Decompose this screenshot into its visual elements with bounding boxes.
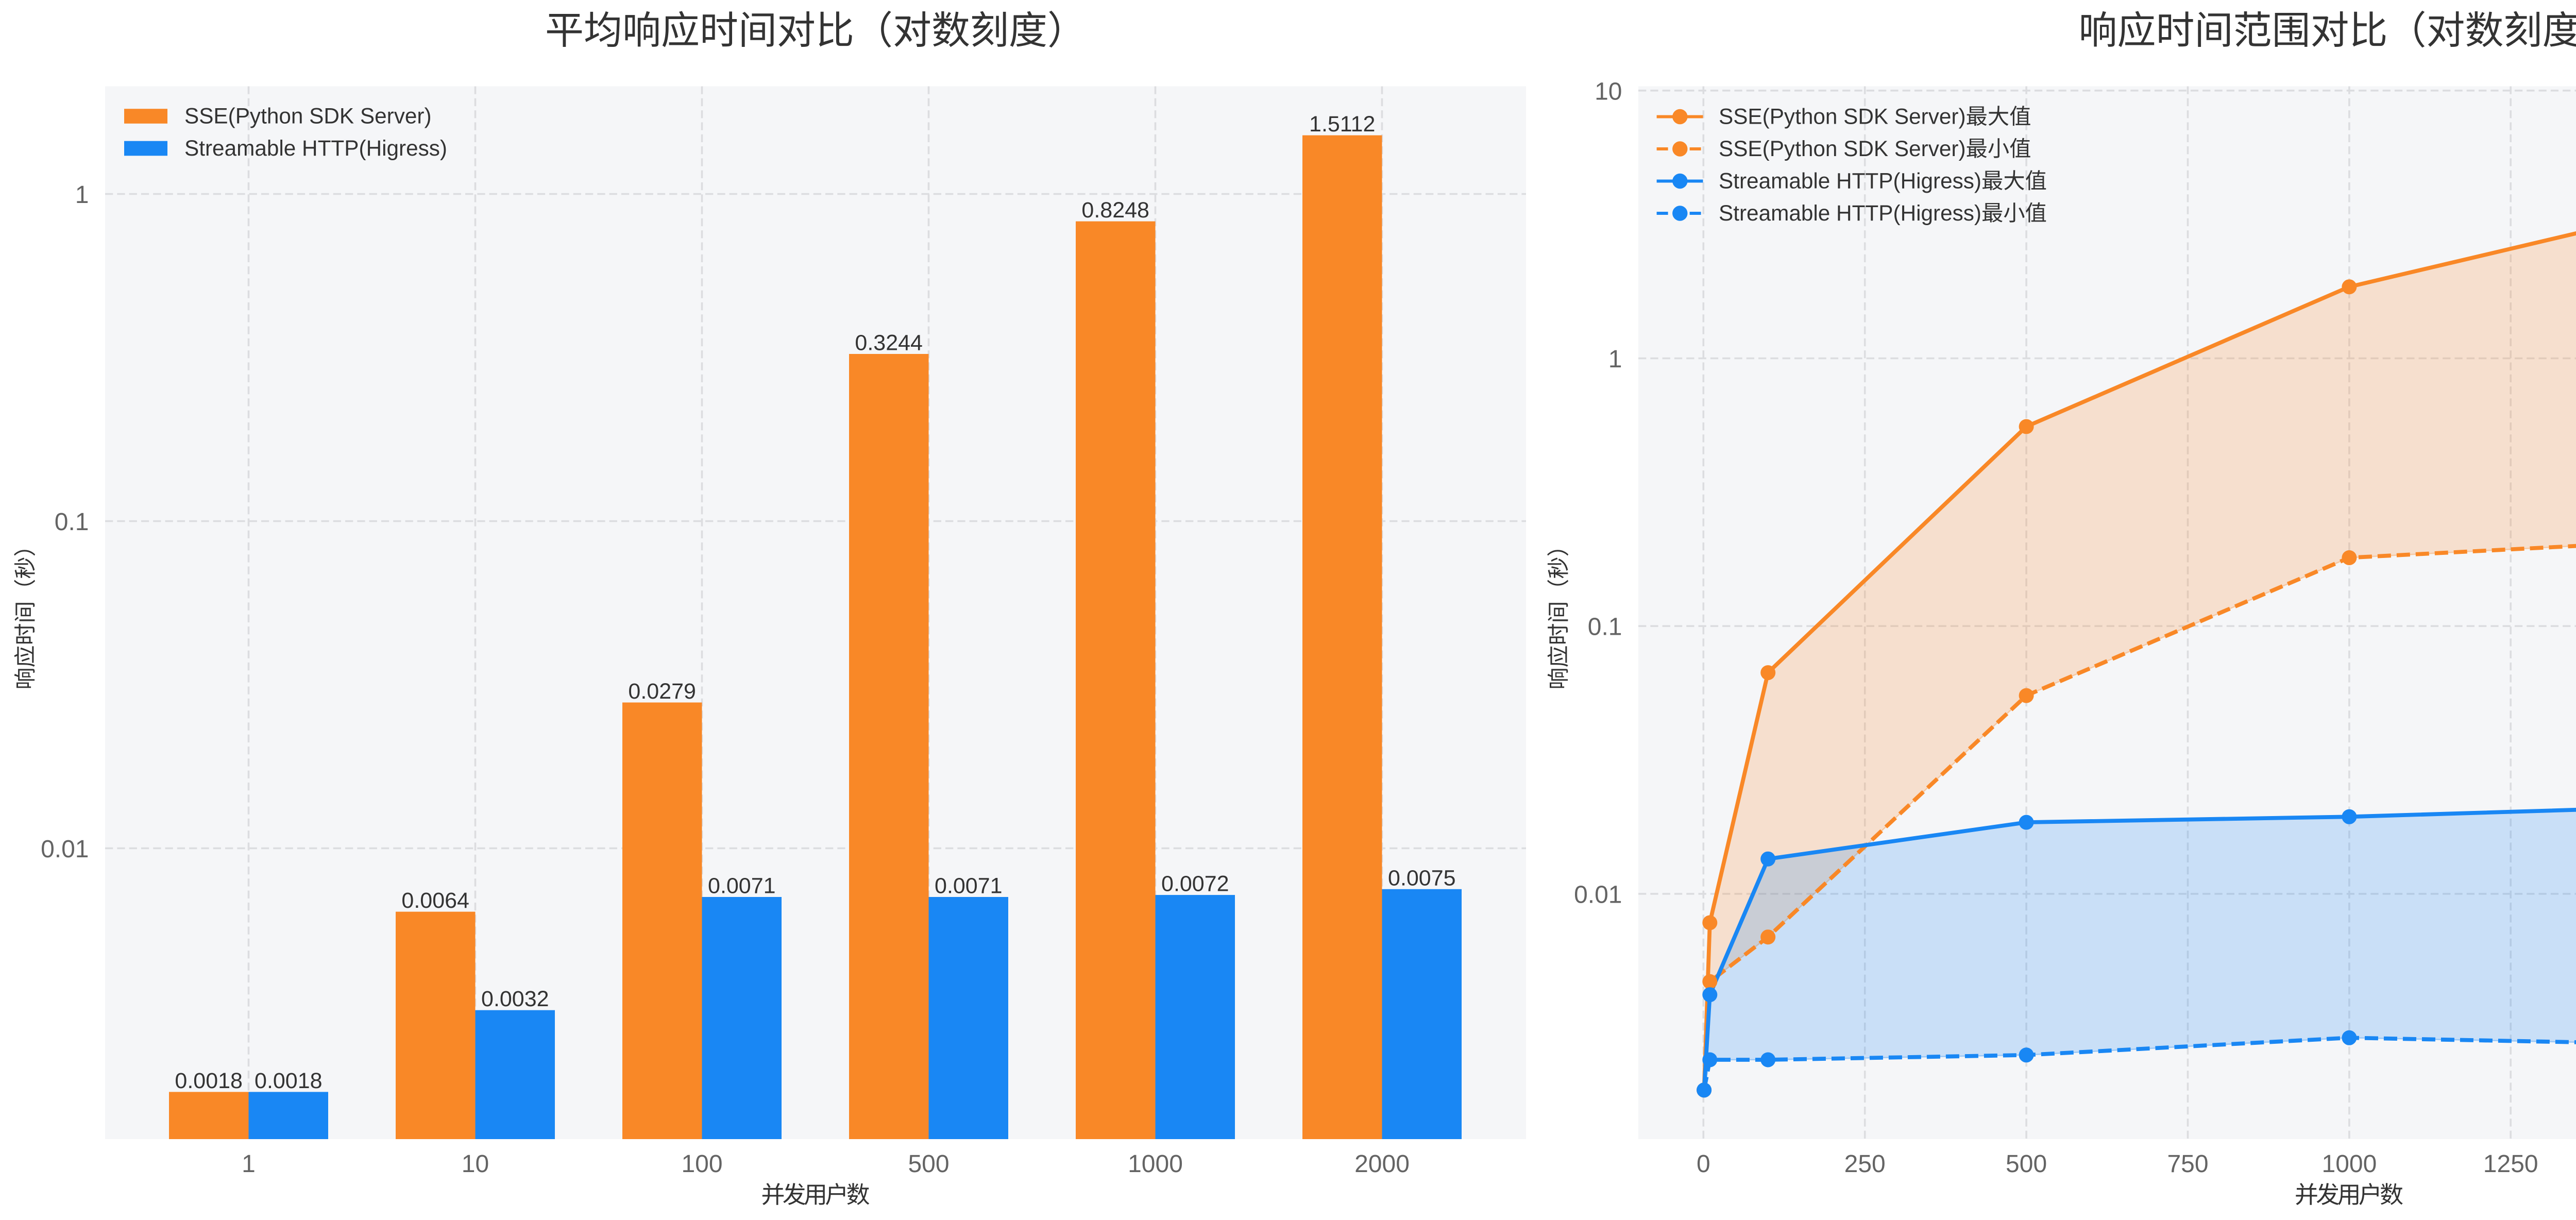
svg-text:0.01: 0.01 — [1574, 881, 1622, 908]
svg-text:0.0072: 0.0072 — [1161, 872, 1229, 896]
svg-text:10: 10 — [462, 1150, 489, 1178]
svg-text:0.0018: 0.0018 — [175, 1069, 243, 1093]
svg-text:0.0075: 0.0075 — [1388, 866, 1456, 890]
svg-text:0.0279: 0.0279 — [628, 679, 696, 704]
svg-text:0.0032: 0.0032 — [481, 987, 549, 1011]
svg-text:SSE(Python SDK Server): SSE(Python SDK Server) — [184, 104, 432, 128]
svg-text:1000: 1000 — [2322, 1150, 2377, 1178]
svg-text:0.3244: 0.3244 — [855, 331, 923, 355]
svg-text:1: 1 — [1608, 346, 1622, 373]
svg-text:2000: 2000 — [1354, 1150, 1410, 1178]
svg-text:500: 500 — [908, 1150, 949, 1178]
svg-text:750: 750 — [2167, 1150, 2208, 1178]
svg-text:1250: 1250 — [2483, 1150, 2538, 1178]
svg-text:SSE(Python SDK Server): SSE(Python SDK Server) — [1719, 105, 1966, 129]
svg-text:500: 500 — [2006, 1150, 2047, 1178]
svg-text:0.1: 0.1 — [1588, 614, 1622, 641]
svg-text:0.0018: 0.0018 — [255, 1069, 323, 1093]
svg-text:0.0071: 0.0071 — [708, 874, 776, 899]
svg-text:SSE(Python SDK Server): SSE(Python SDK Server) — [1719, 137, 1966, 161]
svg-text:1: 1 — [75, 181, 89, 209]
svg-text:0.01: 0.01 — [41, 836, 89, 863]
svg-text:Streamable HTTP(Higress): Streamable HTTP(Higress) — [1719, 201, 1981, 225]
svg-text:250: 250 — [1844, 1150, 1886, 1178]
svg-text:1000: 1000 — [1128, 1150, 1183, 1178]
svg-text:0.8248: 0.8248 — [1081, 198, 1149, 223]
svg-text:0.0071: 0.0071 — [935, 874, 1003, 899]
svg-text:Streamable HTTP(Higress): Streamable HTTP(Higress) — [1719, 169, 1981, 193]
svg-text:0.0064: 0.0064 — [401, 888, 469, 913]
svg-text:0.1: 0.1 — [55, 509, 89, 536]
svg-text:0: 0 — [1697, 1150, 1710, 1178]
svg-text:1: 1 — [242, 1150, 256, 1178]
svg-text:100: 100 — [681, 1150, 722, 1178]
svg-text:10: 10 — [1595, 78, 1622, 105]
svg-text:Streamable HTTP(Higress): Streamable HTTP(Higress) — [184, 136, 447, 160]
svg-text:1.5112: 1.5112 — [1309, 112, 1375, 137]
